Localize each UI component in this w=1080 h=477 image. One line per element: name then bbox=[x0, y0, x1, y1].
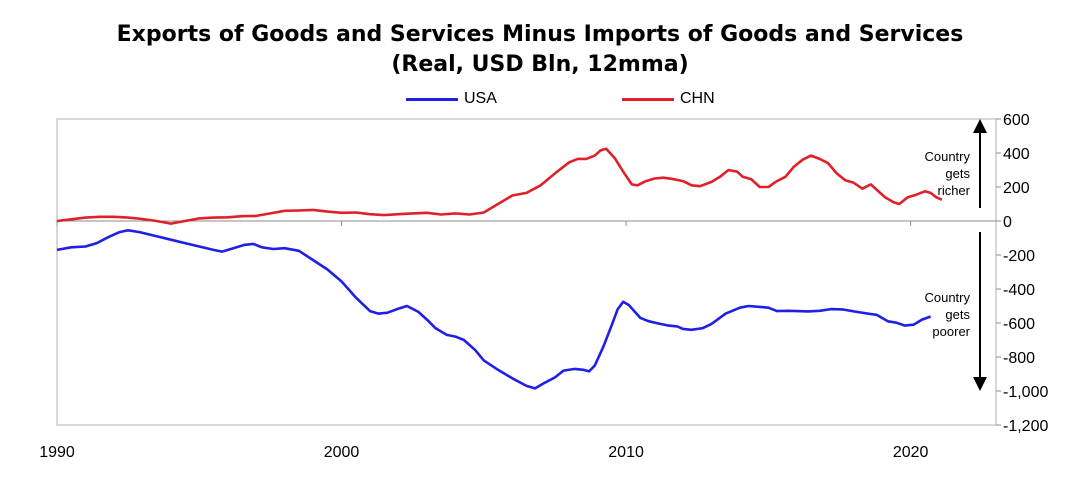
annotation-richer: Country gets richer bbox=[924, 149, 970, 198]
annotation-richer-line2: gets bbox=[945, 166, 970, 181]
y-tick-label: -1,000 bbox=[1003, 384, 1048, 401]
series-line-chn bbox=[56, 147, 943, 225]
x-tick-label: 1990 bbox=[39, 444, 75, 461]
y-tick-label: 200 bbox=[1003, 180, 1030, 197]
legend-label-usa: USA bbox=[464, 90, 497, 107]
y-tick-label: -1,200 bbox=[1003, 418, 1048, 435]
chart-subtitle: (Real, USD Bln, 12mma) bbox=[391, 52, 689, 77]
chart-title: Exports of Goods and Services Minus Impo… bbox=[116, 22, 964, 47]
x-tick-label: 2020 bbox=[893, 444, 929, 461]
annotation-poorer-line1: Country bbox=[924, 290, 970, 305]
y-tick-label: -600 bbox=[1003, 316, 1035, 333]
y-axis: 600 400 200 0 -200 -400 -600 -800 -1,000 -1,200 bbox=[996, 112, 1048, 435]
legend-item-usa: USA bbox=[406, 90, 497, 108]
x-tick-label: 2010 bbox=[608, 444, 644, 461]
plot-frame bbox=[56, 118, 997, 426]
annotation-poorer-line3: poorer bbox=[932, 324, 970, 339]
annotation-richer-line3: richer bbox=[937, 183, 970, 198]
legend-swatch-usa bbox=[406, 97, 458, 101]
series-lines bbox=[56, 147, 943, 390]
y-tick-label: -200 bbox=[1003, 248, 1035, 265]
y-tick-label: -800 bbox=[1003, 350, 1035, 367]
y-tick-label: 600 bbox=[1003, 112, 1030, 129]
x-axis: 1990 2000 2010 2020 bbox=[39, 221, 929, 461]
y-tick-label: 0 bbox=[1003, 214, 1012, 231]
annotation-richer-line1: Country bbox=[924, 149, 970, 164]
annotation-poorer: Country gets poorer bbox=[924, 290, 970, 339]
annotation-poorer-line2: gets bbox=[945, 307, 970, 322]
legend-label-chn: CHN bbox=[680, 90, 715, 107]
legend-item-chn: CHN bbox=[622, 90, 715, 108]
series-line-usa bbox=[56, 229, 932, 390]
x-tick-label: 2000 bbox=[324, 444, 360, 461]
y-tick-label: -400 bbox=[1003, 282, 1035, 299]
y-tick-label: 400 bbox=[1003, 146, 1030, 163]
legend-swatch-chn bbox=[622, 97, 674, 101]
